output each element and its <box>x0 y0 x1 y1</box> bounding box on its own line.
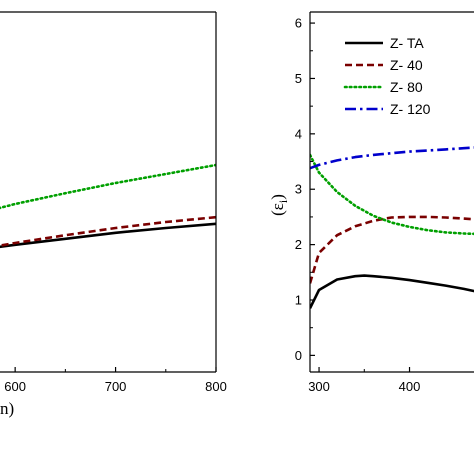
y-tick-label: 6 <box>295 16 302 31</box>
legend-label: Z- TA <box>390 35 424 51</box>
series-line-left-0 <box>0 222 216 249</box>
legend-label: Z- 80 <box>390 79 423 95</box>
x-tick-label: 400 <box>399 379 421 394</box>
series-line-right-1 <box>310 215 474 284</box>
series-line-left-1 <box>0 215 216 247</box>
series-line-right-0 <box>310 274 474 309</box>
series-line-right-2 <box>310 153 474 236</box>
x-tick-label: 700 <box>105 379 127 394</box>
x-axis-title: n) <box>0 399 14 418</box>
legend-label: Z- 120 <box>390 101 431 117</box>
x-tick-label: 800 <box>205 379 227 394</box>
y-axis-title-main: (ε <box>268 203 287 216</box>
y-tick-label: 2 <box>295 237 302 252</box>
y-tick-label: 5 <box>295 71 302 86</box>
y-tick-label: 0 <box>295 348 302 363</box>
y-axis-title-close: ) <box>268 194 287 200</box>
y-axis-title-sub: i <box>276 199 290 203</box>
y-axis-title: (εi) <box>268 194 290 216</box>
series-line-left-2 <box>0 163 216 210</box>
y-tick-label: 3 <box>295 182 302 197</box>
x-tick-label: 600 <box>4 379 26 394</box>
panel-right: 300 400 0 1 2 3 4 5 6 (εi) Z- TA Z- 40 Z- 80 Z- 120 <box>268 11 474 394</box>
x-tick-label: 300 <box>308 379 330 394</box>
legend-label: Z- 40 <box>390 57 423 73</box>
series-line-right-3 <box>310 146 474 170</box>
y-tick-label: 1 <box>295 293 302 308</box>
y-tick-label: 4 <box>295 126 302 141</box>
panel-left: 600 700 800 n) <box>0 11 227 418</box>
legend: Z- TA Z- 40 Z- 80 Z- 120 <box>343 35 431 117</box>
